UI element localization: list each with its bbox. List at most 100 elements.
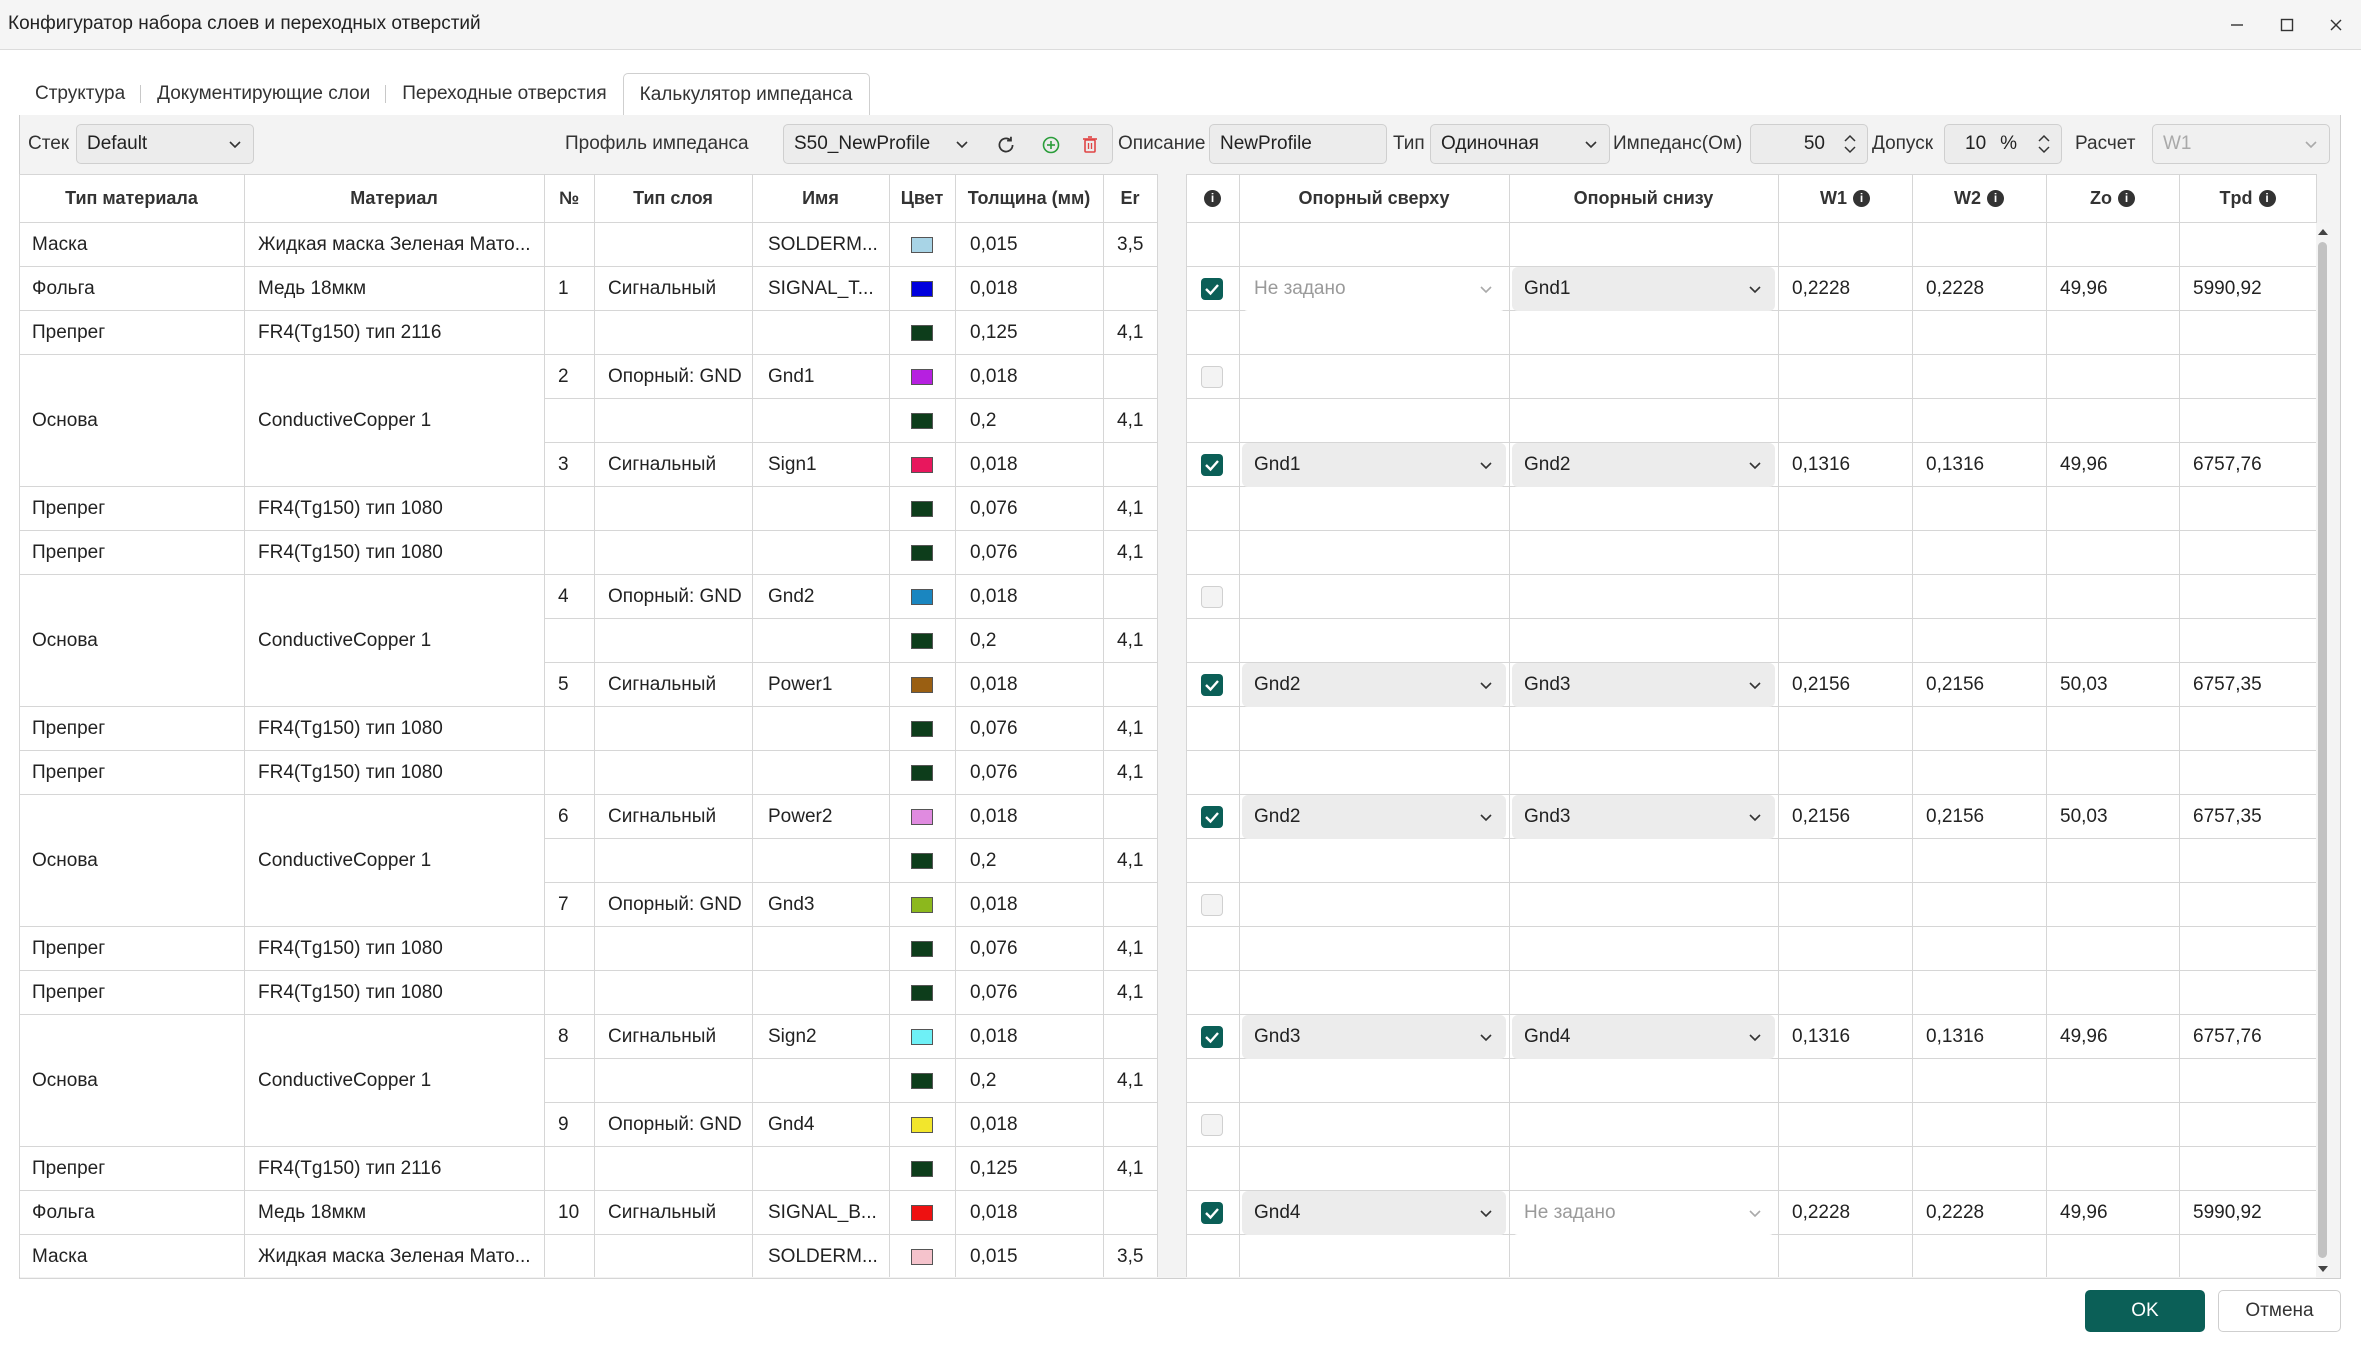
scroll-down-icon[interactable] [2317, 1263, 2329, 1275]
scrollbar-thumb[interactable] [2318, 242, 2327, 1258]
material-type-cell[interactable]: Препрег [32, 498, 106, 519]
thickness-cell[interactable]: 0,018 [970, 278, 1018, 299]
minimize-button[interactable] [2212, 0, 2262, 50]
col-header-w1[interactable]: W1 i [1778, 174, 1912, 223]
material-type-cell[interactable]: Маска [32, 1246, 88, 1267]
close-button[interactable] [2311, 0, 2361, 50]
layer-name-cell[interactable]: SOLDERM... [768, 234, 878, 255]
thickness-cell[interactable]: 0,076 [970, 498, 1018, 519]
ref-bottom-select[interactable]: Gnd1 [1512, 267, 1775, 311]
tab-impedance-calculator[interactable]: Калькулятор импеданса [622, 73, 870, 117]
layer-type-cell[interactable]: Сигнальный [608, 806, 717, 827]
impedance-enable-checkbox[interactable] [1201, 366, 1223, 388]
layer-color-swatch[interactable] [911, 237, 933, 253]
delete-icon[interactable] [1080, 134, 1100, 154]
thickness-cell[interactable]: 0,076 [970, 762, 1018, 783]
er-cell[interactable]: 3,5 [1117, 234, 1144, 255]
layer-number-cell[interactable] [558, 487, 592, 531]
layer-color-swatch[interactable] [911, 1161, 933, 1177]
layer-name-cell[interactable] [768, 1059, 886, 1103]
material-cell[interactable]: ConductiveCopper 1 [258, 410, 432, 431]
layer-name-cell[interactable] [768, 971, 886, 1015]
layer-color-swatch[interactable] [911, 633, 933, 649]
layer-color-swatch[interactable] [911, 281, 933, 297]
ref-bottom-select[interactable]: Gnd3 [1512, 795, 1775, 839]
col-header-material-type[interactable]: Тип материала [65, 188, 198, 208]
scroll-up-icon[interactable] [2317, 226, 2329, 238]
thickness-cell[interactable]: 0,2 [970, 1070, 997, 1091]
layer-name-cell[interactable]: SIGNAL_T... [768, 278, 874, 299]
er-cell[interactable]: 4,1 [1117, 542, 1144, 563]
material-type-cell[interactable]: Фольга [32, 278, 95, 299]
layer-number-cell[interactable] [558, 927, 592, 971]
material-cell[interactable]: ConductiveCopper 1 [258, 850, 432, 871]
er-cell[interactable]: 4,1 [1117, 1158, 1144, 1179]
impedance-enable-checkbox[interactable] [1201, 1202, 1223, 1224]
er-cell[interactable]: 3,5 [1117, 1246, 1144, 1267]
material-type-cell[interactable]: Основа [32, 850, 98, 871]
layer-number-cell[interactable] [558, 751, 592, 795]
layer-color-swatch[interactable] [911, 721, 933, 737]
layer-number-cell[interactable] [558, 619, 592, 663]
thickness-cell[interactable]: 0,015 [970, 1246, 1018, 1267]
layer-type-cell[interactable] [608, 927, 750, 971]
er-cell[interactable]: 4,1 [1117, 982, 1144, 1003]
material-cell[interactable]: FR4(Tg150) тип 2116 [258, 322, 442, 343]
refresh-icon[interactable] [995, 134, 1017, 156]
info-icon[interactable]: i [1853, 190, 1870, 207]
layer-number-cell[interactable]: 2 [558, 366, 569, 387]
layer-number-cell[interactable] [558, 971, 592, 1015]
layer-name-cell[interactable] [768, 399, 886, 443]
thickness-cell[interactable]: 0,018 [970, 454, 1018, 475]
layer-type-cell[interactable] [608, 971, 750, 1015]
er-cell[interactable] [1117, 1015, 1157, 1059]
ref-top-select[interactable]: Gnd2 [1242, 663, 1506, 707]
material-type-cell[interactable]: Препрег [32, 982, 106, 1003]
er-cell[interactable]: 4,1 [1117, 938, 1144, 959]
impedance-enable-checkbox[interactable] [1201, 586, 1223, 608]
material-type-cell[interactable]: Основа [32, 410, 98, 431]
stack-select[interactable]: Default [76, 124, 254, 164]
layer-name-cell[interactable]: Gnd2 [768, 586, 815, 607]
layer-type-cell[interactable]: Сигнальный [608, 674, 717, 695]
layer-color-swatch[interactable] [911, 1073, 933, 1089]
impedance-enable-checkbox[interactable] [1201, 1114, 1223, 1136]
add-icon[interactable] [1041, 135, 1061, 155]
material-type-cell[interactable]: Препрег [32, 322, 106, 343]
material-type-cell[interactable]: Маска [32, 234, 88, 255]
layer-name-cell[interactable]: SOLDERM... [768, 1246, 878, 1267]
layer-number-cell[interactable]: 4 [558, 586, 569, 607]
col-header-color[interactable]: Цвет [900, 188, 944, 208]
col-header-ref-top[interactable]: Опорный сверху [1298, 188, 1450, 208]
layer-name-cell[interactable] [768, 707, 886, 751]
thickness-cell[interactable]: 0,125 [970, 1158, 1018, 1179]
material-cell[interactable]: FR4(Tg150) тип 1080 [258, 762, 443, 783]
cancel-button[interactable]: Отмена [2218, 1290, 2341, 1332]
layer-color-swatch[interactable] [911, 1249, 933, 1265]
material-type-cell[interactable]: Основа [32, 630, 98, 651]
info-icon[interactable]: i [2118, 190, 2135, 207]
layer-color-swatch[interactable] [911, 413, 933, 429]
layer-name-cell[interactable]: Gnd4 [768, 1114, 815, 1135]
er-cell[interactable]: 4,1 [1117, 322, 1144, 343]
layer-name-cell[interactable]: Sign1 [768, 454, 817, 475]
layer-type-cell[interactable]: Опорный: GND [608, 1114, 742, 1135]
layer-color-swatch[interactable] [911, 853, 933, 869]
layer-color-swatch[interactable] [911, 325, 933, 341]
profile-select[interactable]: S50_NewProfile [783, 124, 1113, 164]
material-cell[interactable]: Медь 18мкм [258, 1202, 367, 1223]
col-header-material[interactable]: Материал [350, 188, 438, 208]
layer-type-cell[interactable]: Сигнальный [608, 278, 717, 299]
info-icon[interactable]: i [1204, 190, 1221, 207]
material-cell[interactable]: FR4(Tg150) тип 1080 [258, 718, 443, 739]
er-cell[interactable]: 4,1 [1117, 762, 1144, 783]
layer-name-cell[interactable] [768, 751, 886, 795]
layer-name-cell[interactable]: SIGNAL_B... [768, 1202, 877, 1223]
layer-number-cell[interactable] [558, 707, 592, 751]
spin-arrows-icon[interactable] [1843, 131, 1857, 157]
layer-type-cell[interactable] [608, 619, 750, 663]
layer-number-cell[interactable] [558, 839, 592, 883]
impedance-enable-checkbox[interactable] [1201, 278, 1223, 300]
tolerance-stepper[interactable]: 10 % [1944, 124, 2062, 164]
ok-button[interactable]: OK [2085, 1290, 2205, 1332]
